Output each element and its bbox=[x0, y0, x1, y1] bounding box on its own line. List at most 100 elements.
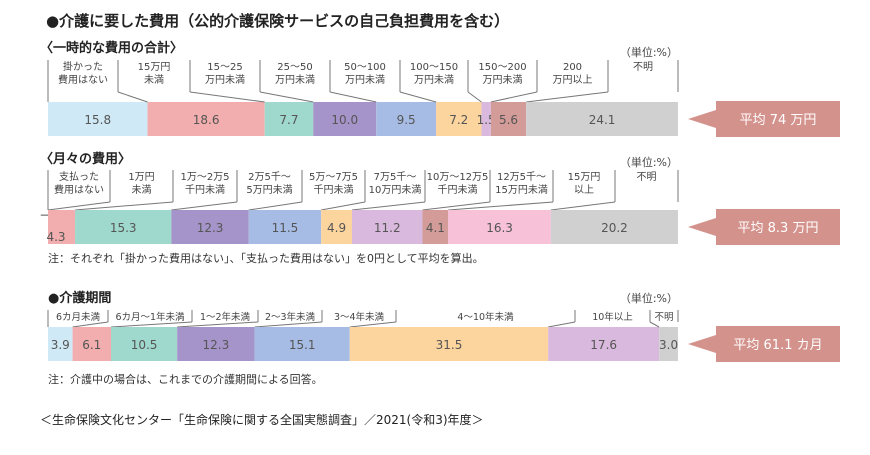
category-label: 千円未満 bbox=[438, 184, 478, 196]
category-label: 2～3年未満 bbox=[265, 311, 316, 323]
bar-segment bbox=[171, 210, 249, 244]
leader-line bbox=[490, 91, 538, 103]
category-label: 50～100 bbox=[344, 62, 386, 73]
value-label: 15.3 bbox=[110, 221, 137, 235]
value-label: 6.1 bbox=[82, 338, 101, 352]
category-label: 15万円 bbox=[568, 172, 601, 183]
bar-segment bbox=[264, 102, 314, 136]
bar-segment bbox=[448, 210, 551, 244]
bar-segment bbox=[351, 210, 423, 244]
category-label: 千円未満 bbox=[314, 184, 354, 196]
value-label: 9.5 bbox=[397, 113, 416, 127]
value-label: 17.6 bbox=[590, 338, 617, 352]
category-label: 千円未満 bbox=[185, 184, 225, 196]
category-label: 15万円未満 bbox=[495, 184, 548, 196]
bar-segment bbox=[48, 210, 76, 244]
category-label: 未満 bbox=[144, 74, 164, 86]
value-label: 20.2 bbox=[601, 221, 628, 235]
leader-line bbox=[254, 321, 323, 328]
bar-segment bbox=[376, 102, 437, 136]
leader-line bbox=[189, 91, 265, 103]
leader-line bbox=[259, 91, 314, 103]
category-label: 25～50 bbox=[277, 62, 312, 73]
value-label: 31.5 bbox=[436, 338, 463, 352]
bar-segment bbox=[550, 210, 678, 244]
leader-line bbox=[47, 201, 111, 211]
leader-line bbox=[422, 201, 491, 211]
category-label: 不明 bbox=[654, 312, 673, 323]
leader-line bbox=[177, 321, 259, 328]
category-label: 支払った bbox=[59, 170, 99, 183]
average-callout bbox=[688, 326, 840, 362]
category-label: 費用はない bbox=[58, 73, 108, 86]
bar-segment bbox=[526, 102, 678, 136]
category-label: 万円未満 bbox=[345, 74, 385, 86]
category-label: 200 bbox=[563, 62, 582, 73]
bar-segment bbox=[422, 210, 449, 244]
category-label: 3～4年未満 bbox=[334, 311, 385, 323]
category-label: 5万円未満 bbox=[246, 184, 292, 196]
category-label: 6カ月未満 bbox=[56, 311, 101, 323]
category-label: 万円未満 bbox=[275, 74, 315, 86]
category-label: 15～25 bbox=[207, 62, 242, 73]
average-value: 平均 74 万円 bbox=[740, 113, 817, 128]
bar-segment bbox=[659, 327, 678, 361]
bar-segment bbox=[48, 327, 73, 361]
category-label: 6カ月～1年未満 bbox=[115, 311, 185, 323]
bar-segment bbox=[72, 327, 111, 361]
value-label: 12.3 bbox=[197, 221, 224, 235]
value-label: 7.7 bbox=[279, 113, 298, 127]
value-label: 10.5 bbox=[131, 338, 158, 352]
bar-segment bbox=[349, 327, 549, 361]
bar-segment bbox=[147, 102, 265, 136]
category-label: 以上 bbox=[574, 184, 594, 196]
leader-line bbox=[110, 321, 193, 328]
value-label: 3.9 bbox=[51, 338, 70, 352]
bar-segment bbox=[248, 210, 322, 244]
bar-segment bbox=[481, 102, 491, 136]
source-note: ＜生命保険文化センター「生命保険に関する全国実態調査」／2021(令和3)年度＞ bbox=[40, 412, 484, 427]
category-label: 5万～7万5 bbox=[309, 172, 358, 183]
leader-line bbox=[399, 91, 437, 103]
unit-label-period: （単位:%） bbox=[620, 291, 678, 305]
category-label: 万円以上 bbox=[553, 74, 593, 86]
value-label: 4.9 bbox=[327, 221, 346, 235]
leader-line bbox=[351, 201, 426, 211]
value-label: 5.6 bbox=[499, 113, 518, 127]
value-label: 10.0 bbox=[331, 113, 358, 127]
leader-line bbox=[72, 321, 109, 328]
category-label: 150～200 bbox=[478, 62, 526, 73]
bar-segment bbox=[48, 102, 148, 136]
value-label: 15.8 bbox=[84, 113, 111, 127]
main-title: ●介護に要した費用（公的介護保険サービスの自己負担費用を含む） bbox=[46, 12, 509, 30]
leader-line bbox=[467, 91, 482, 103]
bar-segment bbox=[490, 102, 527, 136]
category-label: 15万円 bbox=[138, 62, 171, 73]
value-label: 11.2 bbox=[374, 221, 401, 235]
unit-label-onetime: （単位:%） bbox=[620, 45, 678, 59]
leader-line bbox=[548, 321, 576, 328]
value-label: 16.3 bbox=[486, 221, 513, 235]
category-label: 12万5千～ bbox=[497, 171, 546, 183]
note-period: 注：介護中の場合は、これまでの介護期間による回答。 bbox=[48, 372, 323, 386]
bar-segment bbox=[254, 327, 350, 361]
category-label: 1万～2万5 bbox=[180, 172, 229, 183]
bar-segment bbox=[548, 327, 660, 361]
category-label: 万円未満 bbox=[205, 74, 245, 86]
leader-line bbox=[526, 91, 609, 103]
category-label: 10年以上 bbox=[592, 311, 633, 323]
category-label: 未満 bbox=[132, 184, 152, 196]
note-monthly: 注：それぞれ「掛かった費用はない」、「支払った費用はない」を0円として平均を算出… bbox=[48, 251, 484, 265]
leader-line bbox=[321, 201, 366, 211]
bar-segment bbox=[436, 102, 482, 136]
category-label: 10万円未満 bbox=[369, 184, 422, 196]
value-label: 4.1 bbox=[426, 221, 445, 235]
leader-line bbox=[171, 201, 238, 211]
category-label: 1～2年未満 bbox=[200, 311, 251, 323]
category-label: 万円未満 bbox=[414, 74, 454, 86]
leader-line bbox=[550, 201, 616, 211]
value-label: 18.6 bbox=[193, 113, 220, 127]
bar-segment bbox=[321, 210, 352, 244]
category-label: 10万～12万5 bbox=[427, 172, 489, 183]
